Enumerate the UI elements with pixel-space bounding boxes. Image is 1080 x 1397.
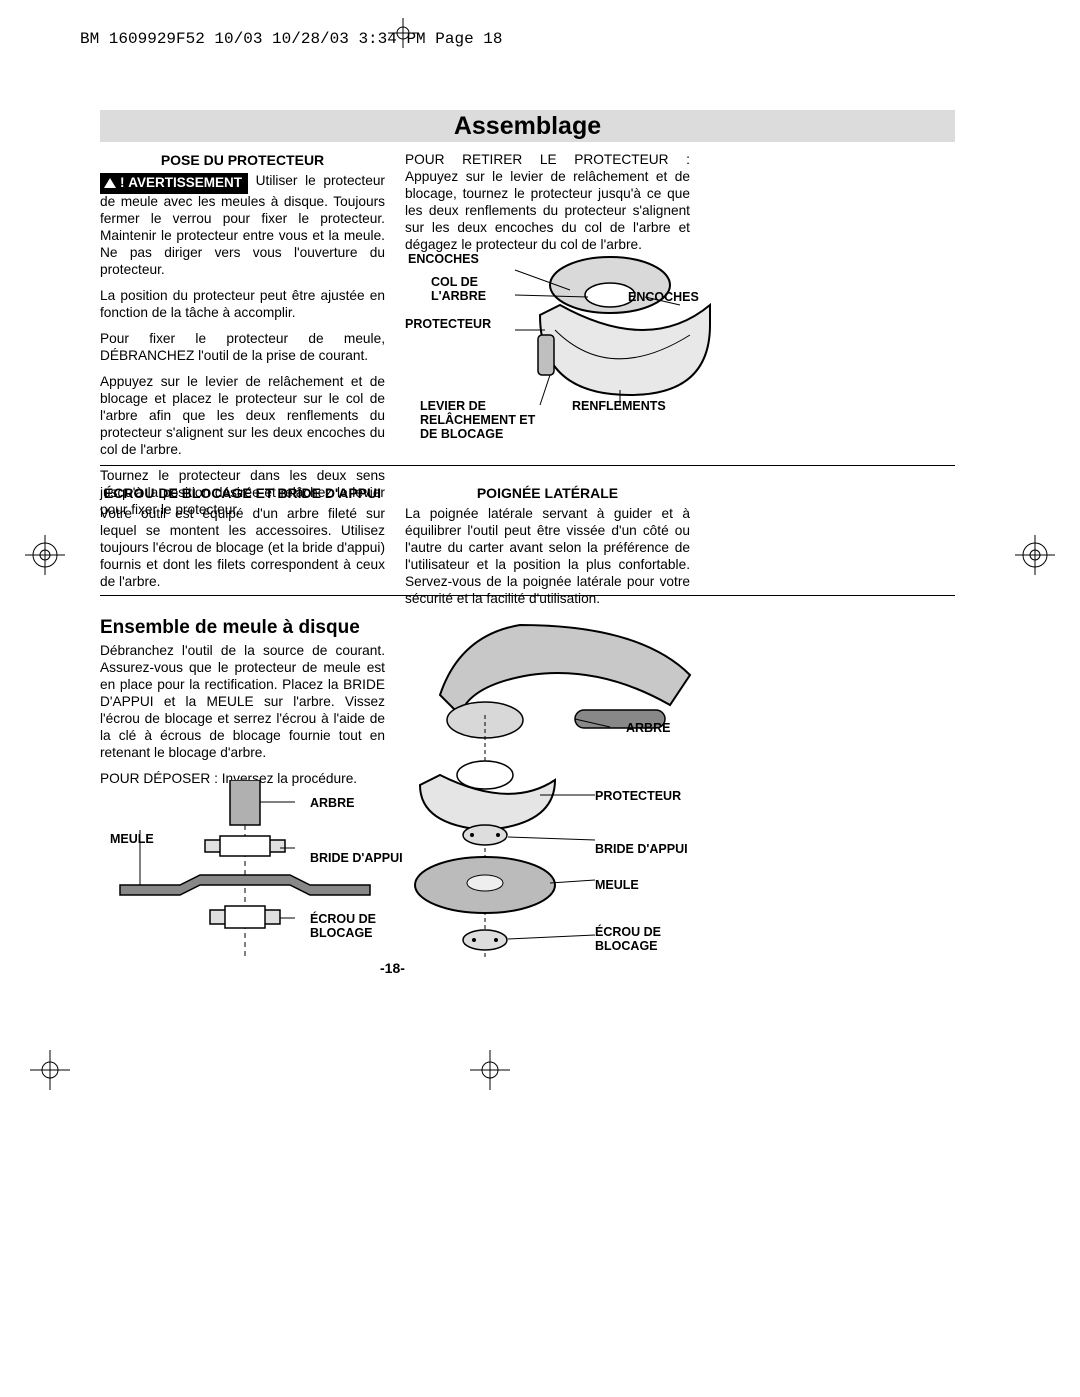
callout-encoches-1: ENCOCHES — [408, 253, 479, 267]
section-poignee: POIGNÉE LATÉRALE La poignée latérale ser… — [405, 485, 690, 617]
callout-fig2-ecrou: ÉCROU DE BLOCAGE — [310, 913, 376, 941]
register-mark-header — [388, 18, 428, 58]
section1-heading: POSE DU PROTECTEUR — [100, 152, 385, 169]
warning-label: AVERTISSEMENT — [128, 175, 242, 190]
callout-fig3-arbre: ARBRE — [626, 722, 670, 736]
register-mark-right — [1015, 535, 1055, 575]
warning-badge: ! AVERTISSEMENT — [100, 173, 248, 194]
callout-encoches-2: ENCOCHES — [628, 291, 699, 305]
section4-p1: Débranchez l'outil de la source de coura… — [100, 643, 385, 762]
section3-heading: POIGNÉE LATÉRALE — [405, 485, 690, 502]
page-number: -18- — [380, 960, 405, 976]
print-header: BM 1609929F52 10/03 10/28/03 3:34 PM Pag… — [80, 30, 502, 48]
section-pose-protecteur: POSE DU PROTECTEUR ! AVERTISSEMENT Utili… — [100, 152, 385, 528]
register-mark-bottom-center — [470, 1050, 510, 1090]
callout-fig2-arbre: ARBRE — [310, 797, 354, 811]
callout-renflements: RENFLEMENTS — [572, 400, 666, 414]
section2-heading: ÉCROU DE BLOCAGE ET BRIDE D'APPUI — [100, 485, 385, 502]
callout-col-arbre: COL DE L'ARBRE — [431, 276, 486, 304]
register-mark-bottom-left — [30, 1050, 70, 1090]
page-title: Assemblage — [100, 110, 955, 142]
section-ecrou: ÉCROU DE BLOCAGE ET BRIDE D'APPUI Votre … — [100, 485, 385, 600]
callout-fig2-meule: MEULE — [110, 833, 154, 847]
callout-fig3-protecteur: PROTECTEUR — [595, 790, 681, 804]
section4-body: Débranchez l'outil de la source de coura… — [100, 643, 385, 797]
register-mark-left — [25, 535, 65, 575]
divider-2 — [100, 595, 955, 596]
section4-heading: Ensemble de meule à disque — [100, 617, 360, 639]
section1-p3: Pour fixer le protecteur de meule, DÉBRA… — [100, 331, 385, 365]
callout-protecteur-1: PROTECTEUR — [405, 318, 491, 332]
callout-fig3-meule: MEULE — [595, 879, 639, 893]
divider-1 — [100, 465, 955, 466]
callout-fig3-bride: BRIDE D'APPUI — [595, 843, 688, 857]
callout-fig2-bride: BRIDE D'APPUI — [310, 852, 403, 866]
callout-levier: LEVIER DE RELÂCHEMENT ET DE BLOCAGE — [420, 400, 535, 441]
callout-fig3-ecrou: ÉCROU DE BLOCAGE — [595, 926, 661, 954]
section2-p: Votre outil est équipé d'un arbre fileté… — [100, 506, 385, 591]
section1-p4: Appuyez sur le levier de relâchement et … — [100, 374, 385, 459]
section1-p2: La position du protecteur peut être ajus… — [100, 288, 385, 322]
section3-p: La poignée latérale servant à guider et … — [405, 506, 690, 608]
